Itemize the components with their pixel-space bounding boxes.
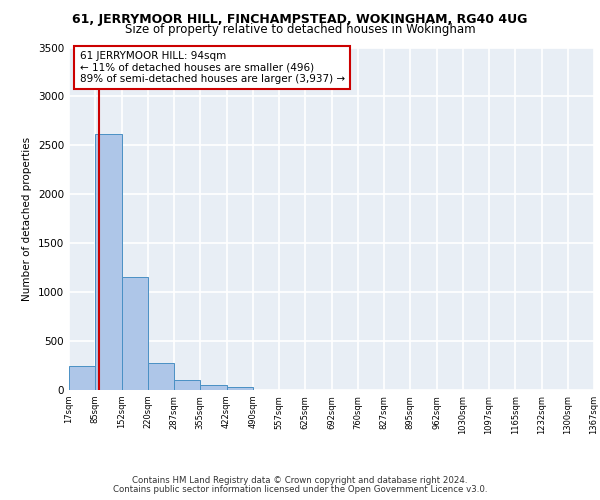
Text: Size of property relative to detached houses in Wokingham: Size of property relative to detached ho… xyxy=(125,22,475,36)
Bar xyxy=(69,366,95,390)
Bar xyxy=(121,278,148,390)
Bar xyxy=(148,363,174,390)
Bar xyxy=(227,387,253,390)
Y-axis label: Number of detached properties: Number of detached properties xyxy=(22,136,32,301)
Bar xyxy=(174,380,200,390)
Text: 61, JERRYMOOR HILL, FINCHAMPSTEAD, WOKINGHAM, RG40 4UG: 61, JERRYMOOR HILL, FINCHAMPSTEAD, WOKIN… xyxy=(73,12,527,26)
Bar xyxy=(95,134,121,390)
Text: Contains public sector information licensed under the Open Government Licence v3: Contains public sector information licen… xyxy=(113,484,487,494)
Bar xyxy=(200,385,227,390)
Text: Contains HM Land Registry data © Crown copyright and database right 2024.: Contains HM Land Registry data © Crown c… xyxy=(132,476,468,485)
Text: 61 JERRYMOOR HILL: 94sqm
← 11% of detached houses are smaller (496)
89% of semi-: 61 JERRYMOOR HILL: 94sqm ← 11% of detach… xyxy=(79,51,344,84)
